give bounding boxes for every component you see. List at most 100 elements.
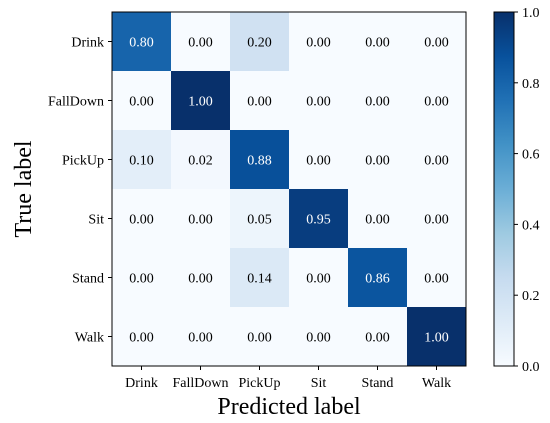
colorbar-tick-label: 0.4	[522, 218, 540, 233]
heatmap-cell	[289, 248, 349, 308]
plot-frame	[111, 11, 467, 367]
cell-value: 0.00	[424, 213, 449, 228]
cell-value: 0.00	[129, 272, 154, 287]
cell-value: 0.20	[247, 36, 272, 51]
cell-value: 0.05	[247, 213, 272, 228]
heatmap-cell	[230, 71, 290, 131]
heatmap-cell	[407, 12, 467, 72]
cell-value: 1.00	[188, 95, 213, 110]
heatmap-cell	[348, 189, 408, 249]
heatmap-cell	[112, 130, 172, 190]
x-tick-label: Sit	[311, 376, 327, 391]
cell-value: 1.00	[424, 331, 449, 346]
heatmap-cell	[230, 248, 290, 308]
heatmap-cell	[289, 71, 349, 131]
heatmap-cell	[171, 248, 231, 308]
x-tick-label: Stand	[362, 376, 394, 391]
cell-value: 0.00	[424, 36, 449, 51]
colorbar-tick-label: 0.0	[522, 360, 540, 375]
heatmap-cell	[348, 130, 408, 190]
heatmap-cell	[230, 189, 290, 249]
cell-value: 0.00	[424, 272, 449, 287]
y-tick-label: Walk	[75, 331, 104, 346]
heatmap-cell	[171, 12, 231, 72]
cell-value: 0.00	[129, 95, 154, 110]
heatmap-cell	[348, 307, 408, 367]
colorbar: 0.0 0.2 0.4 0.6 0.8 1.0	[493, 6, 540, 375]
heatmap-cell	[112, 12, 172, 72]
cell-value: 0.00	[306, 36, 331, 51]
heatmap-cell	[348, 248, 408, 308]
cell-value: 0.88	[247, 154, 272, 169]
x-axis-title: Predicted label	[217, 394, 361, 420]
cell-value: 0.95	[306, 213, 331, 228]
heatmap-cell	[171, 130, 231, 190]
heatmap-cell	[112, 307, 172, 367]
x-axis-ticks: Drink FallDown PickUp Sit Stand Walk	[125, 366, 451, 391]
cell-value: 0.00	[424, 154, 449, 169]
cell-value: 0.00	[188, 213, 213, 228]
cell-value: 0.00	[188, 331, 213, 346]
cell-value: 0.00	[129, 213, 154, 228]
y-tick-label: Stand	[72, 272, 104, 287]
cell-value: 0.00	[365, 154, 390, 169]
cell-value: 0.00	[365, 95, 390, 110]
colorbar-tick-label: 1.0	[522, 6, 540, 21]
heatmap-cell	[289, 189, 349, 249]
y-tick-label: Sit	[88, 213, 104, 228]
heatmap-cell	[289, 130, 349, 190]
cell-value: 0.00	[306, 331, 331, 346]
heatmap-cell	[171, 189, 231, 249]
cell-value: 0.00	[188, 272, 213, 287]
x-tick-label: PickUp	[239, 376, 281, 391]
heatmap-cell	[348, 12, 408, 72]
x-tick-label: FallDown	[173, 376, 229, 391]
x-tick-label: Walk	[422, 376, 451, 391]
cell-value: 0.00	[424, 95, 449, 110]
cell-value: 0.00	[365, 331, 390, 346]
cell-value: 0.86	[365, 272, 390, 287]
heatmap-cell	[407, 307, 467, 367]
heatmap-cell	[407, 189, 467, 249]
cell-value: 0.00	[247, 331, 272, 346]
colorbar-tick-label: 0.8	[522, 77, 540, 92]
cell-value: 0.14	[247, 272, 272, 287]
cell-value: 0.00	[188, 36, 213, 51]
heatmap-cell	[407, 71, 467, 131]
cell-value: 0.00	[365, 213, 390, 228]
heatmap-cell	[230, 130, 290, 190]
colorbar-tick-label: 0.6	[522, 148, 540, 163]
y-axis-ticks: Drink FallDown PickUp Sit Stand Walk	[48, 36, 112, 346]
colorbar-ticks: 0.0 0.2 0.4 0.6 0.8 1.0	[514, 6, 540, 375]
cell-value-labels: 0.80 0.00 0.20 0.00 0.00 0.00 0.00 1.00 0.00 0.00…	[129, 36, 449, 346]
heatmap-cell	[289, 12, 349, 72]
heatmap-cell	[171, 307, 231, 367]
colorbar-gradient	[493, 11, 515, 367]
heatmap-cells	[112, 12, 467, 367]
heatmap-cell	[289, 307, 349, 367]
y-tick-label: Drink	[71, 36, 104, 51]
heatmap-cell	[112, 71, 172, 131]
cell-value: 0.00	[247, 95, 272, 110]
cell-value: 0.02	[188, 154, 213, 169]
heatmap-cell	[112, 189, 172, 249]
heatmap-cell	[230, 12, 290, 72]
cell-value: 0.10	[129, 154, 154, 169]
heatmap-cell	[407, 130, 467, 190]
heatmap-cell	[230, 307, 290, 367]
x-tick-label: Drink	[125, 376, 158, 391]
colorbar-tick-label: 0.2	[522, 289, 540, 304]
y-tick-label: FallDown	[48, 95, 104, 110]
y-axis-title: True label	[11, 140, 37, 237]
cell-value: 0.00	[129, 331, 154, 346]
cell-value: 0.00	[306, 272, 331, 287]
cell-value: 0.00	[306, 95, 331, 110]
cell-value: 0.80	[129, 36, 154, 51]
heatmap-cell	[112, 248, 172, 308]
heatmap-cell	[407, 248, 467, 308]
heatmap-cell	[348, 71, 408, 131]
cell-value: 0.00	[306, 154, 331, 169]
cell-value: 0.00	[365, 36, 390, 51]
y-tick-label: PickUp	[62, 154, 104, 169]
